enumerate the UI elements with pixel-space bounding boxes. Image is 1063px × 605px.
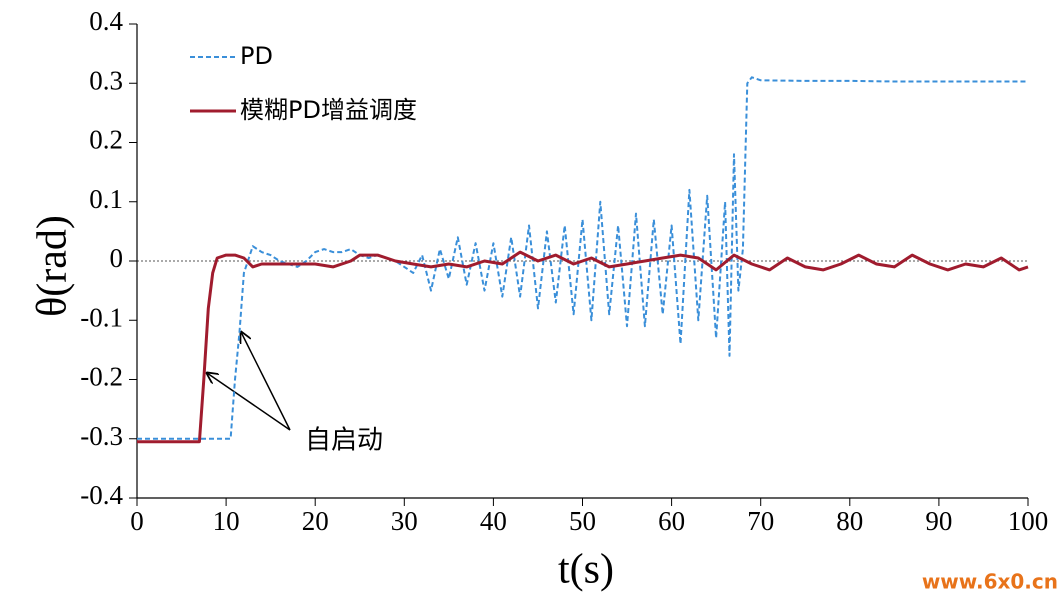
x-tick-label: 80 <box>836 506 863 536</box>
x-tick-label: 90 <box>925 506 952 536</box>
y-tick-label: -0.4 <box>80 480 123 510</box>
x-axis-label: t(s) <box>558 547 614 593</box>
x-tick-label: 70 <box>747 506 774 536</box>
y-tick-label: 0.4 <box>89 6 123 36</box>
y-tick-label: -0.1 <box>80 302 123 332</box>
legend-label: 模糊PD增益调度 <box>240 96 417 124</box>
y-tick-label: 0.1 <box>89 184 123 214</box>
x-tick-label: 50 <box>569 506 596 536</box>
legend-label: PD <box>240 42 273 70</box>
x-tick-label: 10 <box>213 506 240 536</box>
y-tick-label: -0.2 <box>80 362 123 392</box>
series-line <box>137 76 1028 440</box>
x-tick-label: 60 <box>658 506 685 536</box>
y-tick-label: -0.3 <box>80 421 123 451</box>
x-tick-label: 0 <box>130 506 144 536</box>
series-line <box>137 250 1029 444</box>
x-tick-label: 30 <box>391 506 418 536</box>
watermark: www.6x0.cn <box>922 570 1058 594</box>
x-tick-label: 20 <box>302 506 329 536</box>
y-axis-label: θ(rad) <box>30 215 76 317</box>
y-tick-label: 0.2 <box>89 125 123 155</box>
y-tick-label: 0 <box>110 243 124 273</box>
annotation: 自启动 <box>305 426 383 456</box>
arrow <box>207 373 291 431</box>
arrow <box>241 332 291 431</box>
x-tick-label: 40 <box>480 506 507 536</box>
y-tick-label: 0.3 <box>89 65 123 95</box>
x-tick-label: 100 <box>1008 506 1049 536</box>
